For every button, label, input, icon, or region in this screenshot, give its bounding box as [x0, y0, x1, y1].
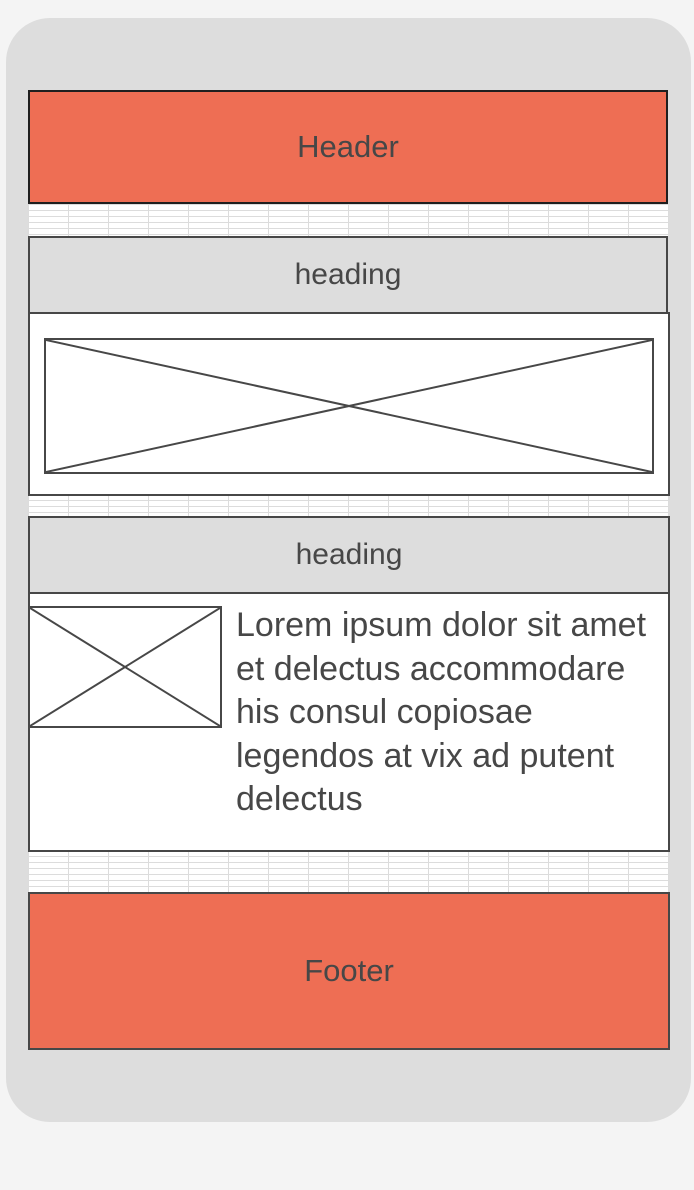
header-block: Header: [28, 90, 668, 204]
footer-block: Footer: [28, 892, 670, 1050]
image-placeholder-icon: [28, 606, 222, 728]
body-text: Lorem ipsum dolor sit amet et delectus a…: [236, 606, 647, 818]
footer-label: Footer: [304, 953, 394, 988]
section-1-heading: heading: [28, 236, 668, 314]
section-2-heading: heading: [28, 516, 670, 594]
spacer-grid: [28, 850, 669, 892]
spacer-grid: [28, 494, 669, 516]
image-placeholder-icon: [44, 338, 654, 474]
spacer-grid: [28, 204, 669, 236]
heading-label: heading: [294, 258, 402, 291]
heading-label: heading: [295, 538, 403, 571]
header-label: Header: [297, 129, 399, 164]
